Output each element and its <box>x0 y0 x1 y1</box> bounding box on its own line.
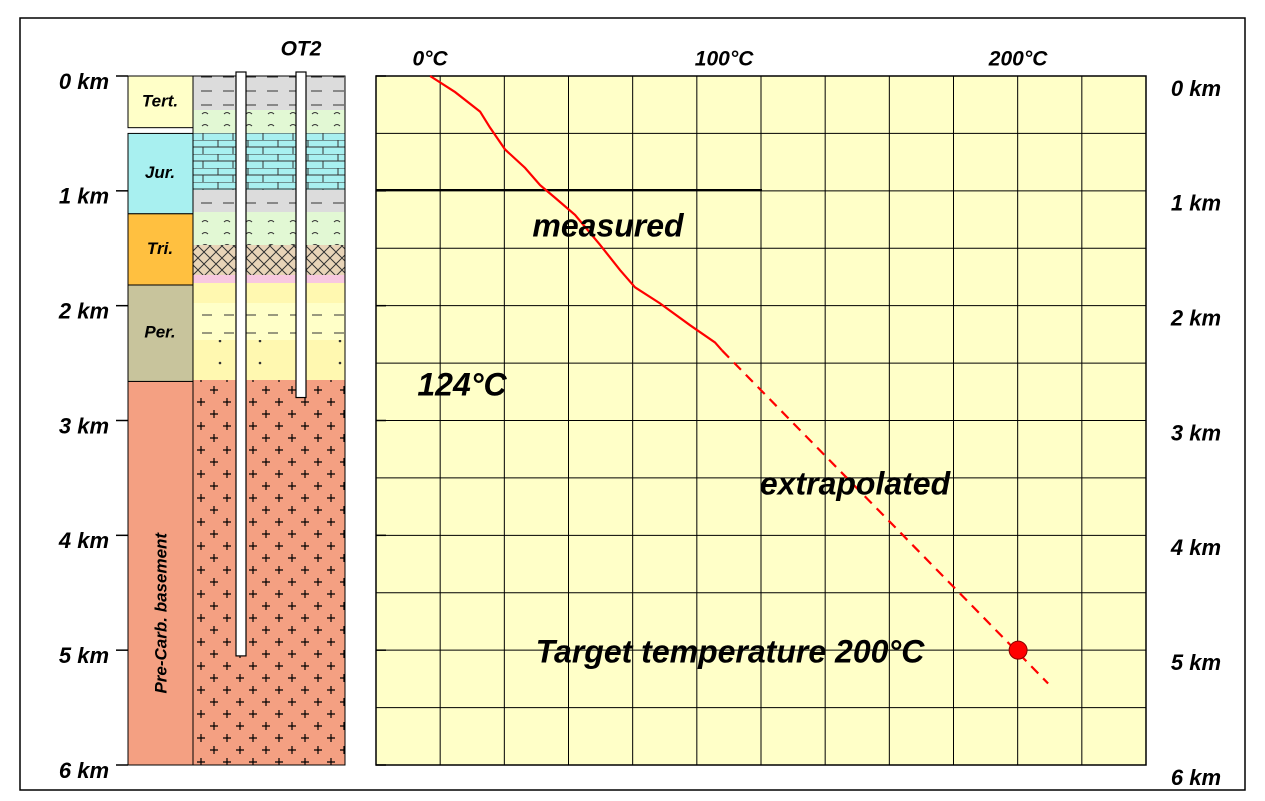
y-tick-label: 6 km <box>1171 765 1221 790</box>
formation-label: Jur. <box>145 163 175 182</box>
layer <box>193 110 345 133</box>
series-label: measured <box>532 207 685 243</box>
temperature-line <box>429 75 723 352</box>
x-tick-label: 200°C <box>988 48 1048 71</box>
formation-label: Per. <box>144 323 175 342</box>
formation <box>127 75 194 129</box>
layer <box>193 245 345 275</box>
y-tick-label: 6 km <box>59 758 109 783</box>
formation-label: Tri. <box>147 239 173 258</box>
target-point <box>1008 640 1028 660</box>
frame <box>19 17 1246 791</box>
layer <box>193 190 345 212</box>
y-tick-label: 2 km <box>58 298 109 323</box>
annotation: 124°C <box>417 366 507 402</box>
layer <box>193 340 345 380</box>
borehole <box>295 71 307 399</box>
x-tick-label: 100°C <box>695 48 754 71</box>
formation <box>127 213 194 286</box>
y-tick-label: 5 km <box>59 643 109 668</box>
y-tick-label: 4 km <box>58 528 109 553</box>
formation <box>127 284 194 382</box>
target-label: Target temperature 200°C <box>536 633 926 669</box>
y-tick-label: 1 km <box>59 184 109 209</box>
formation-label: Pre-Carb. basement <box>151 532 170 694</box>
series-label: extrapolated <box>760 465 952 501</box>
temperature-line <box>721 349 1049 685</box>
x-tick-label: 0°C <box>412 48 448 71</box>
layer <box>193 212 345 245</box>
well-label: OT2 <box>281 38 322 61</box>
formation-label: Tert. <box>142 91 178 110</box>
formation <box>127 132 194 215</box>
y-tick-label: 1 km <box>1171 191 1221 216</box>
layer <box>193 380 345 765</box>
y-tick-label: 4 km <box>1170 535 1221 560</box>
lithology-column <box>192 75 346 766</box>
layer <box>193 76 345 110</box>
y-tick-label: 5 km <box>1171 650 1221 675</box>
layer <box>193 283 345 303</box>
y-tick-label: 2 km <box>1170 305 1221 330</box>
y-tick-label: 0 km <box>59 69 109 94</box>
y-tick-label: 3 km <box>59 413 109 438</box>
layer <box>193 275 345 283</box>
layer <box>193 303 345 340</box>
layer <box>193 133 345 190</box>
formation <box>127 380 194 766</box>
y-tick-label: 0 km <box>1171 76 1221 101</box>
y-tick-label: 3 km <box>1171 420 1221 445</box>
borehole <box>235 71 247 657</box>
